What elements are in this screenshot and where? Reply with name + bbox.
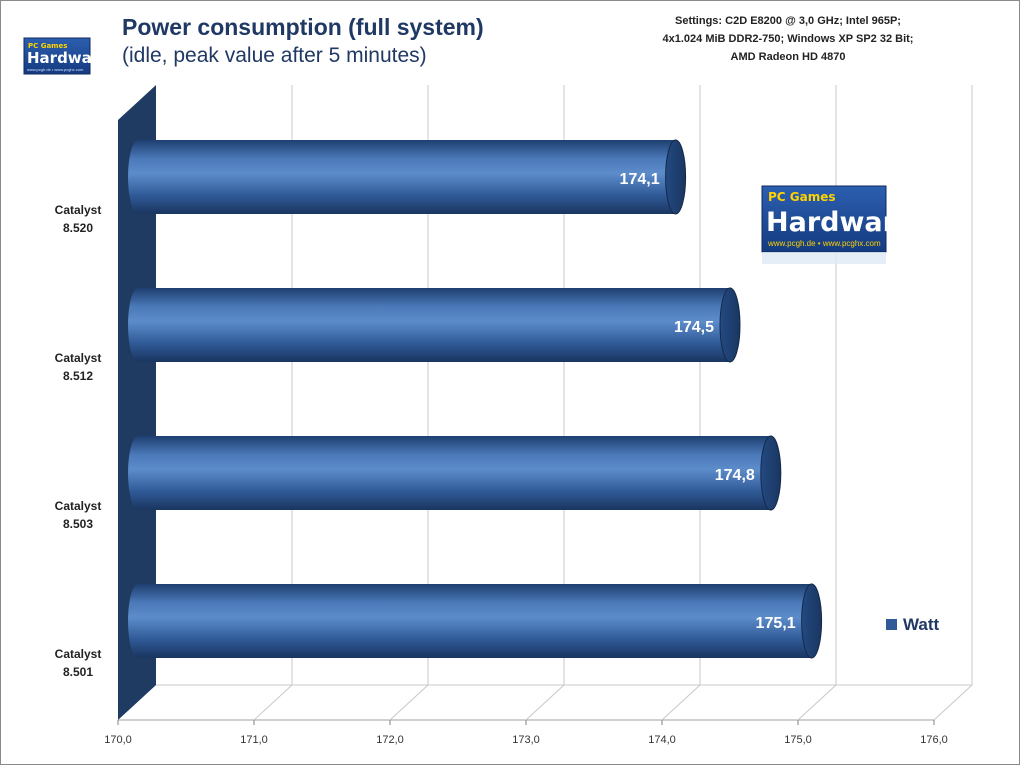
category-label: Catalyst 8.512 [55, 351, 102, 383]
settings-line: Settings: C2D E8200 @ 3,0 GHz; Intel 965… [675, 15, 901, 27]
legend-swatch [886, 619, 897, 630]
x-tick-label: 175,0 [784, 734, 812, 746]
grid-line-diagonal [525, 684, 565, 721]
bar [128, 288, 740, 362]
grid-line-diagonal [661, 684, 701, 721]
x-tick-label: 172,0 [376, 734, 404, 746]
x-tick-label: 174,0 [648, 734, 676, 746]
settings-line: AMD Radeon HD 4870 [730, 51, 846, 63]
pcgh-logo-small: PC Games Hardware www.pcgh.de • www.pcgh… [23, 37, 109, 75]
x-tick-label: 171,0 [240, 734, 268, 746]
x-tick-label: 176,0 [920, 734, 948, 746]
chart-subtitle: (idle, peak value after 5 minutes) [122, 44, 427, 67]
grid-line-diagonal [389, 684, 429, 721]
grid-line-diagonal [933, 684, 973, 721]
logo-large-url: www.pcgh.de • www.pcghx.com [767, 239, 881, 248]
chart-title: Power consumption (full system) [122, 14, 484, 40]
bar [128, 436, 781, 510]
settings-note: Settings: C2D E8200 @ 3,0 GHz; Intel 965… [648, 12, 928, 66]
logo-small-brand-small: PC Games [28, 42, 67, 50]
bar-value-label: 174,8 [715, 467, 755, 484]
bar [128, 584, 822, 658]
bar-value-label: 174,5 [674, 319, 714, 336]
x-tick-label: 170,0 [104, 734, 132, 746]
bar-value-label: 174,1 [620, 171, 660, 188]
chart-left-wall [118, 85, 156, 720]
bar-end-cap [719, 287, 741, 363]
x-tick-label: 173,0 [512, 734, 540, 746]
pcgh-logo-large: PC Games Hardware www.pcgh.de • www.pcgh… [761, 185, 914, 264]
bar-end-cap [801, 583, 823, 659]
settings-line: 4x1.024 MiB DDR2-750; Windows XP SP2 32 … [662, 33, 914, 45]
category-label: Catalyst 8.501 [55, 647, 102, 679]
category-label: Catalyst 8.503 [55, 499, 102, 531]
logo-large-brand: Hardware [766, 207, 914, 238]
grid-line-diagonal [253, 684, 293, 721]
bar [128, 140, 686, 214]
bar-value-label: 175,1 [756, 615, 796, 632]
logo-small-url: www.pcgh.de • www.pcghx.com [27, 67, 84, 72]
logo-small-brand: Hardware [27, 49, 109, 67]
logo-large-brand-small: PC Games [768, 190, 836, 204]
legend-label: Watt [903, 615, 940, 634]
bar-end-cap [760, 435, 782, 511]
grid-line-diagonal [797, 684, 837, 721]
chart-legend: Watt [886, 615, 940, 634]
category-label: Catalyst 8.520 [55, 203, 102, 235]
bar-end-cap [665, 139, 687, 215]
